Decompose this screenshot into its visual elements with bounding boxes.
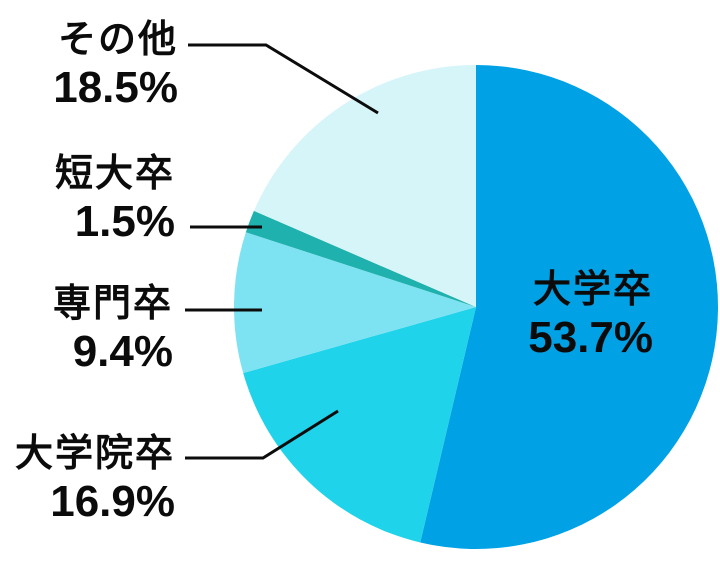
pie-slice-2 xyxy=(233,232,476,374)
label-daigaku-text: 大学卒 xyxy=(532,269,653,311)
pie-slice-0 xyxy=(420,65,718,549)
callout-tandai-value: 1.5% xyxy=(74,196,175,246)
callout-daigakuin-label: 大学院卒 xyxy=(14,433,175,475)
callout-sonota-value: 18.5% xyxy=(53,62,178,112)
leader-line-0 xyxy=(188,43,379,115)
leader-line-3 xyxy=(185,409,339,460)
callout-daigakuin: 大学院卒 16.9% xyxy=(15,432,175,526)
callout-senmon-value: 9.4% xyxy=(72,326,173,376)
callout-tandai-label: 短大卒 xyxy=(54,153,175,195)
label-daigaku-inside: 大学卒 53.7% xyxy=(528,268,653,362)
pie-slice-4 xyxy=(253,65,476,307)
callout-senmon-label: 専門卒 xyxy=(52,283,173,325)
callout-daigakuin-value: 16.9% xyxy=(50,476,175,526)
callout-tandai: 短大卒 1.5% xyxy=(55,152,175,246)
callout-sonota-label: その他 xyxy=(57,19,178,61)
callout-sonota: その他 18.5% xyxy=(53,18,178,112)
callout-senmon: 専門卒 9.4% xyxy=(53,282,173,376)
label-daigaku-value: 53.7% xyxy=(528,312,653,362)
pie-slice-1 xyxy=(243,307,476,543)
pie-slice-3 xyxy=(245,210,476,307)
